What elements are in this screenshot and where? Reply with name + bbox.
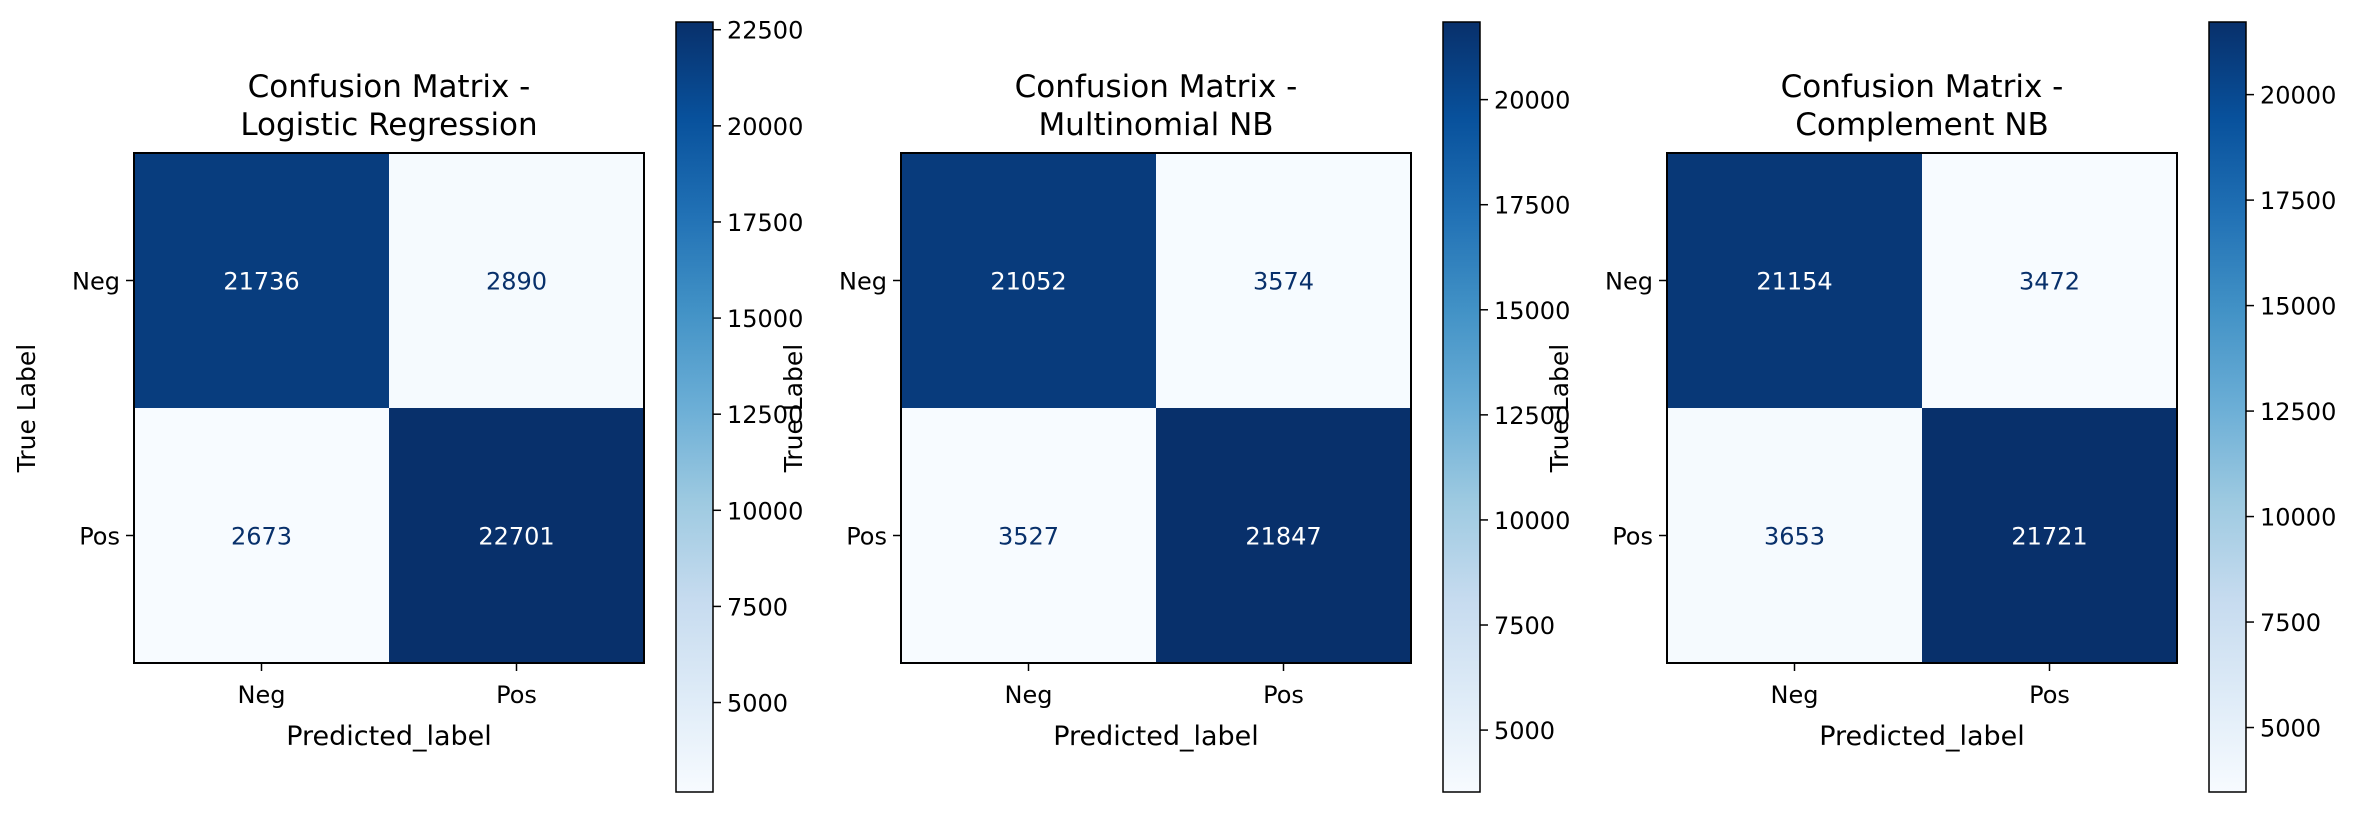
x-tick-label: Neg: [238, 681, 286, 709]
y-tick-label: Pos: [846, 523, 887, 551]
cell-pos-pos: [1156, 408, 1411, 663]
colorbar-tick-label: 20000: [2260, 82, 2336, 110]
colorbar-tick-label: 10000: [727, 497, 803, 525]
axes-frame: [900, 152, 1412, 664]
cell-pos-pos: [1922, 408, 2177, 663]
colorbar-tick-label: 5000: [727, 690, 788, 718]
cell-neg-pos: [1156, 153, 1411, 408]
y-axis-label: True Label: [12, 344, 41, 474]
y-tick-label: Pos: [1612, 523, 1653, 551]
x-tick-label: Pos: [2029, 681, 2070, 709]
x-axis-label: Predicted_label: [1053, 721, 1259, 752]
cell-neg-neg: [901, 153, 1156, 408]
colorbar-tick-label: 12500: [727, 401, 803, 429]
colorbar-tick-label: 5000: [2260, 715, 2321, 743]
colorbar-tick-label: 12500: [2260, 398, 2336, 426]
chart-title-line-1: Confusion Matrix -: [248, 69, 531, 105]
cell-neg-pos: [389, 153, 644, 408]
cell-pos-neg: [901, 408, 1156, 663]
axes-frame: [133, 152, 645, 664]
cell-pos-pos: [389, 408, 644, 663]
y-axis-label: True Label: [779, 344, 808, 474]
x-tick-label: Neg: [1005, 681, 1053, 709]
cell-value-label: 22701: [478, 523, 554, 551]
colorbar-tick-label: 7500: [727, 593, 788, 621]
y-tick-label: Pos: [79, 523, 120, 551]
colorbar-tick-label: 20000: [1494, 87, 1570, 115]
cell-value-label: 21847: [1245, 523, 1321, 551]
cell-value-label: 3574: [1253, 268, 1314, 296]
axes-frame: [1666, 152, 2178, 664]
y-tick-label: Neg: [1605, 268, 1653, 296]
chart-title-line-2: Multinomial NB: [1038, 107, 1273, 143]
y-tick-label: Neg: [72, 268, 120, 296]
x-tick-label: Pos: [496, 681, 537, 709]
x-tick-label: Pos: [1263, 681, 1304, 709]
x-axis-label: Predicted_label: [286, 721, 492, 752]
cell-value-label: 3472: [2019, 268, 2080, 296]
x-tick-label: Neg: [1771, 681, 1819, 709]
cell-value-label: 2673: [231, 523, 292, 551]
cell-pos-neg: [1667, 408, 1922, 663]
cell-value-label: 21154: [1756, 268, 1832, 296]
cell-value-label: 3527: [998, 523, 1059, 551]
cell-value-label: 21736: [223, 268, 299, 296]
colorbar: [675, 21, 714, 793]
panel-1: Confusion Matrix -Logistic Regression 217…: [12, 17, 803, 793]
x-axis-label: Predicted_label: [1819, 721, 2025, 752]
y-axis-label: True Label: [1545, 344, 1574, 474]
panel-3: Confusion Matrix -Complement NB 21154 3472…: [1545, 21, 2336, 793]
chart-title-line-2: Complement NB: [1795, 107, 2049, 143]
cell-neg-neg: [1667, 153, 1922, 408]
panel-2: Confusion Matrix -Multinomial NB 21052 357…: [779, 21, 1570, 793]
colorbar-tick-label: 17500: [2260, 187, 2336, 215]
colorbar-tick-label: 15000: [1494, 297, 1570, 325]
cell-pos-neg: [134, 408, 389, 663]
colorbar-tick-label: 7500: [2260, 609, 2321, 637]
cell-value-label: 2890: [486, 268, 547, 296]
colorbar-tick-label: 17500: [727, 209, 803, 237]
y-tick-label: Neg: [839, 268, 887, 296]
cell-neg-neg: [134, 153, 389, 408]
colorbar-tick-label: 10000: [1494, 507, 1570, 535]
colorbar-tick-label: 15000: [727, 305, 803, 333]
cell-value-label: 21052: [990, 268, 1066, 296]
cell-value-label: 3653: [1764, 523, 1825, 551]
colorbar-tick-label: 15000: [2260, 293, 2336, 321]
chart-title-line-2: Logistic Regression: [240, 107, 537, 143]
cell-neg-pos: [1922, 153, 2177, 408]
colorbar-tick-label: 10000: [2260, 504, 2336, 532]
colorbar-tick-label: 17500: [1494, 192, 1570, 220]
colorbar: [1442, 21, 1481, 793]
colorbar-tick-label: 22500: [727, 17, 803, 45]
colorbar-tick-label: 20000: [727, 113, 803, 141]
colorbar-tick-label: 12500: [1494, 402, 1570, 430]
colorbar-tick-label: 5000: [1494, 717, 1555, 745]
chart-title-line-1: Confusion Matrix -: [1781, 69, 2064, 105]
colorbar: [2208, 21, 2247, 793]
cell-value-label: 21721: [2011, 523, 2087, 551]
colorbar-tick-label: 7500: [1494, 612, 1555, 640]
chart-title-line-1: Confusion Matrix -: [1015, 69, 1298, 105]
